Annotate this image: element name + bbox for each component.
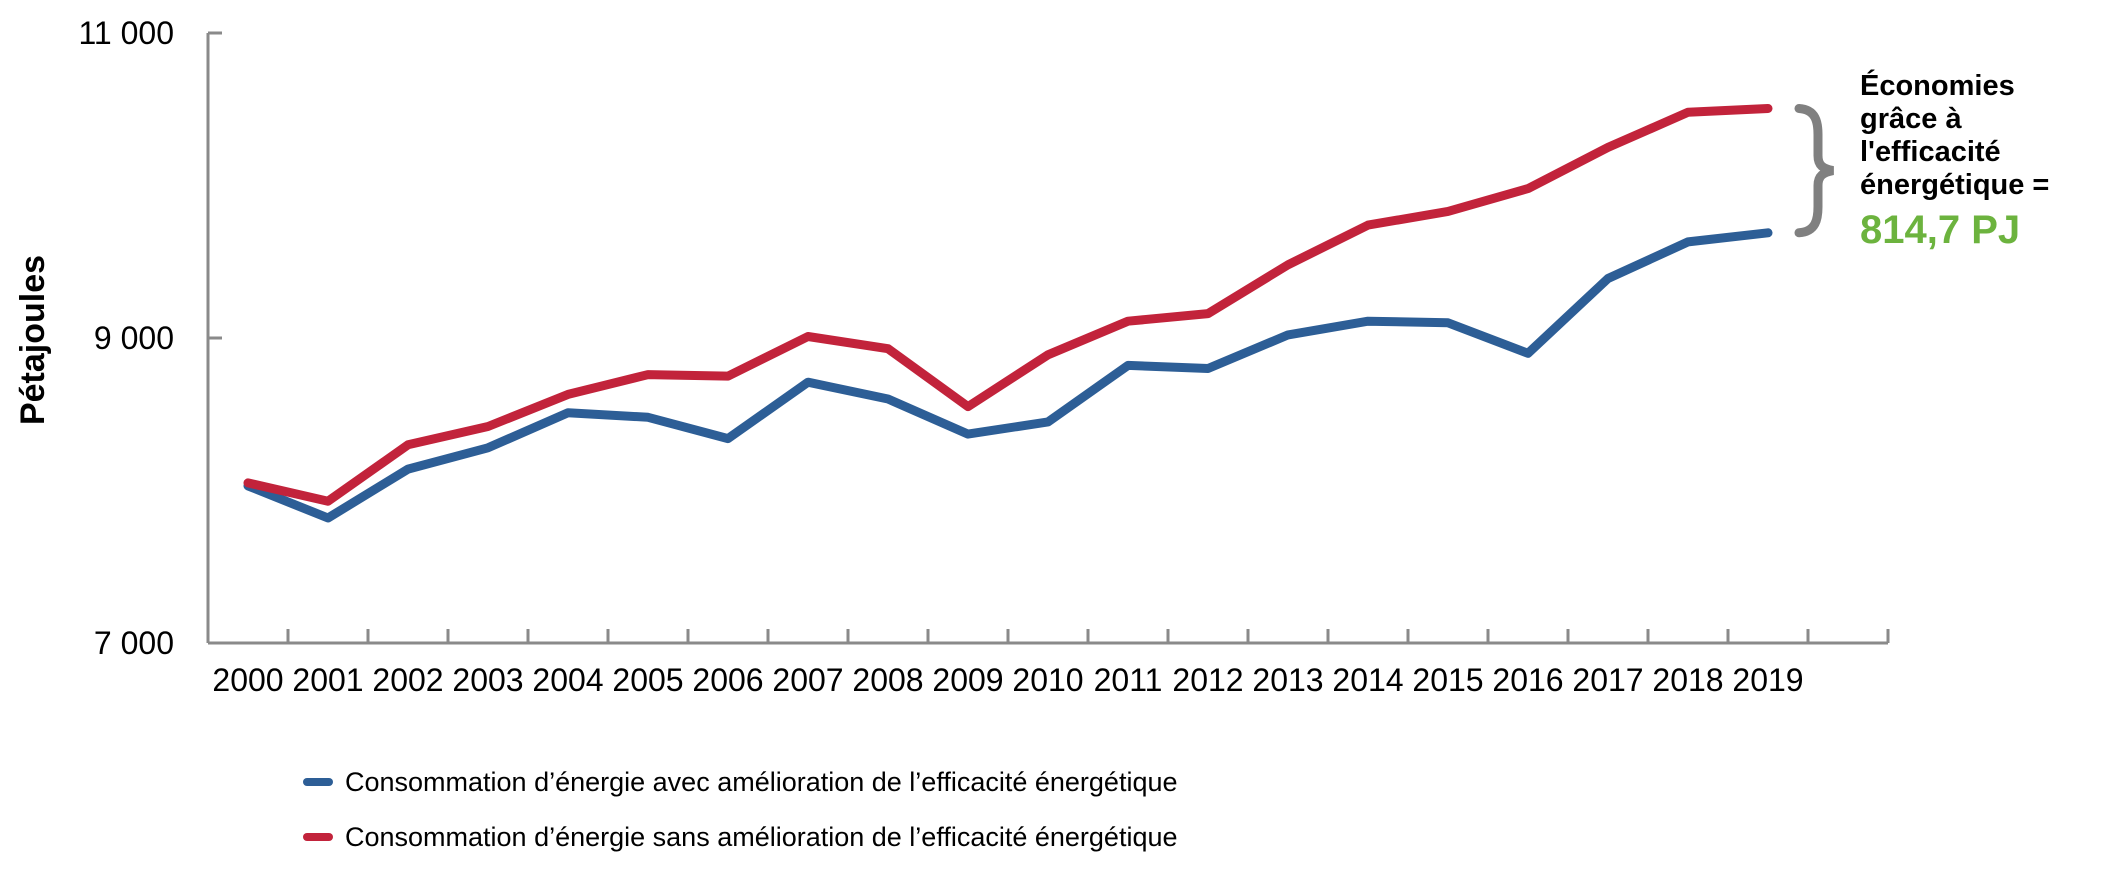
- x-tick-label: 2007: [772, 662, 843, 698]
- x-tick-label: 2004: [532, 662, 603, 698]
- x-tick-label: 2013: [1252, 662, 1323, 698]
- series-line-avec: [243, 228, 1773, 523]
- brace-glyph: [1794, 104, 1834, 238]
- x-tick-label: 2016: [1492, 662, 1563, 698]
- y-tick-label: 11 000: [79, 15, 175, 51]
- x-tick-label: 2005: [612, 662, 683, 698]
- legend: Consommation d’énergie avec amélioration…: [303, 766, 1178, 871]
- x-tick-label: 2014: [1332, 662, 1403, 698]
- x-tick-labels: 2000 2001 2002 2003 2004 2005 2006 2007 2008 2009…: [212, 662, 1803, 698]
- x-tick-label: 2008: [852, 662, 923, 698]
- annotation-line-2: grâce à: [1860, 103, 1962, 135]
- y-axis-title: Pétajoules: [14, 254, 52, 426]
- x-tick-label: 2011: [1094, 662, 1163, 698]
- legend-label-sans: Consommation d’énergie sans amélioration…: [345, 821, 1178, 852]
- x-tick-label: 2001: [292, 662, 363, 698]
- y-tick-labels: 7 000 9 000 11 000: [79, 15, 175, 661]
- axes: [206, 31, 1890, 645]
- legend-item-sans: Consommation d’énergie sans amélioration…: [303, 821, 1178, 853]
- x-tick-label: 2002: [372, 662, 443, 698]
- series-line-sans: [243, 104, 1773, 506]
- annotation-line-3: l'efficacité: [1860, 136, 2001, 168]
- x-tick-label: 2003: [452, 662, 523, 698]
- y-tick-label: 7 000: [94, 625, 174, 661]
- legend-swatch-blue: [303, 778, 333, 786]
- x-tick-label: 2000: [212, 662, 283, 698]
- annotation-line-1: Économies: [1860, 70, 2015, 102]
- x-tick-label: 2006: [692, 662, 763, 698]
- x-tick-label: 2017: [1572, 662, 1643, 698]
- y-tick-label: 9 000: [94, 320, 174, 356]
- x-tick-label: 2009: [932, 662, 1003, 698]
- x-tick-label: 2015: [1412, 662, 1483, 698]
- data-series: [243, 104, 1773, 523]
- annotation-line-4: énergétique =: [1860, 169, 2050, 201]
- legend-item-avec: Consommation d’énergie avec amélioration…: [303, 766, 1178, 798]
- savings-brace: [1794, 104, 1834, 238]
- x-tick-label: 2018: [1652, 662, 1723, 698]
- x-tick-label: 2010: [1012, 662, 1083, 698]
- savings-annotation: Économies grâce à l'efficacité énergétiq…: [1860, 70, 2105, 252]
- savings-value: 814,7 PJ: [1860, 208, 2021, 252]
- x-tick-label: 2019: [1732, 662, 1803, 698]
- x-tick-label: 2012: [1172, 662, 1243, 698]
- legend-swatch-red: [303, 833, 333, 841]
- legend-label-avec: Consommation d’énergie avec amélioration…: [345, 766, 1178, 797]
